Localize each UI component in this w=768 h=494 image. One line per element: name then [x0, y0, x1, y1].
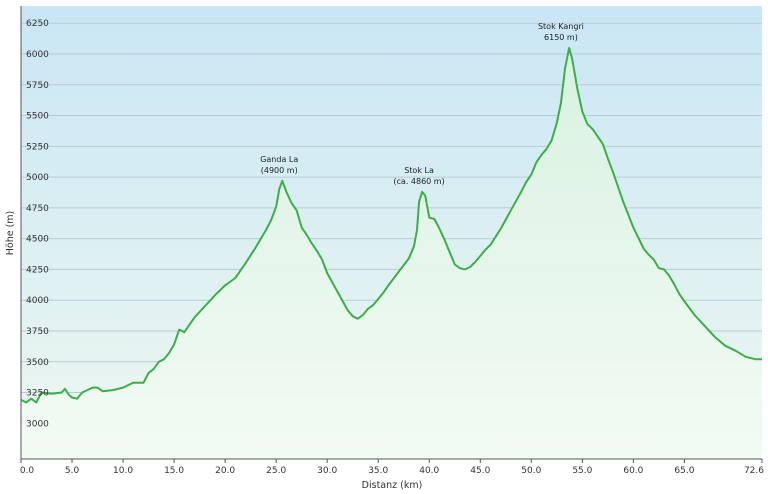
- x-tick-label: 40.0: [419, 466, 439, 476]
- x-tick-label: 60.0: [623, 466, 643, 476]
- x-tick-label: 25.0: [266, 466, 286, 476]
- y-tick-label: 3500: [26, 358, 49, 368]
- x-tick-label: 55.0: [572, 466, 592, 476]
- y-axis-title: Höhe (m): [5, 211, 16, 256]
- elevation-line: [20, 46, 762, 404]
- y-tick-label: 3250: [26, 389, 49, 399]
- peak-label: Stok La: [404, 166, 434, 175]
- peak-annotations: Ganda La (4900 m) Stok La (ca. 4860 m) Stok …: [260, 22, 584, 186]
- y-tick-label: 4250: [26, 265, 49, 275]
- x-tick-label: 35.0: [368, 466, 388, 476]
- x-axis-title: Distanz (km): [362, 480, 423, 491]
- x-tick-label: 30.0: [317, 466, 337, 476]
- x-tick-label: 45.0: [470, 466, 490, 476]
- y-tick-label: 3000: [26, 419, 49, 429]
- x-tick-label: 20.0: [215, 466, 235, 476]
- y-tick-label: 4000: [26, 296, 49, 306]
- x-tick-label: 0.0: [20, 466, 35, 476]
- elevation-area: [21, 47, 762, 460]
- y-tick-label: 6000: [26, 50, 49, 60]
- y-tick-label: 4500: [26, 235, 49, 245]
- x-tick-label: 50.0: [521, 466, 541, 476]
- axes: [20, 6, 762, 460]
- y-tick-label: 5000: [26, 173, 49, 183]
- y-tick-label: 3750: [26, 327, 49, 337]
- y-tick-label: 5250: [26, 142, 49, 152]
- x-tick-label: 10.0: [113, 466, 133, 476]
- y-tick-label: 5750: [26, 81, 49, 91]
- peak-label: Stok Kangri: [538, 22, 584, 31]
- peak-label: Ganda La: [260, 155, 298, 164]
- y-tick-label: 5500: [26, 112, 49, 122]
- peak-label: (4900 m): [261, 166, 298, 175]
- x-tick-label: 5.0: [65, 466, 80, 476]
- x-tick-label: 65.0: [674, 466, 694, 476]
- x-tick-label: 15.0: [164, 466, 184, 476]
- y-tick-label: 4750: [26, 204, 49, 214]
- y-tick-label: 6250: [26, 19, 49, 29]
- peak-label: 6150 m): [544, 33, 578, 42]
- x-tick-label: 72.6: [744, 466, 764, 476]
- peak-label: (ca. 4860 m): [393, 177, 444, 186]
- tick-labels: 3000 3250 3500 3750 4000 4250 4500 4750 5000 5250…: [20, 19, 764, 476]
